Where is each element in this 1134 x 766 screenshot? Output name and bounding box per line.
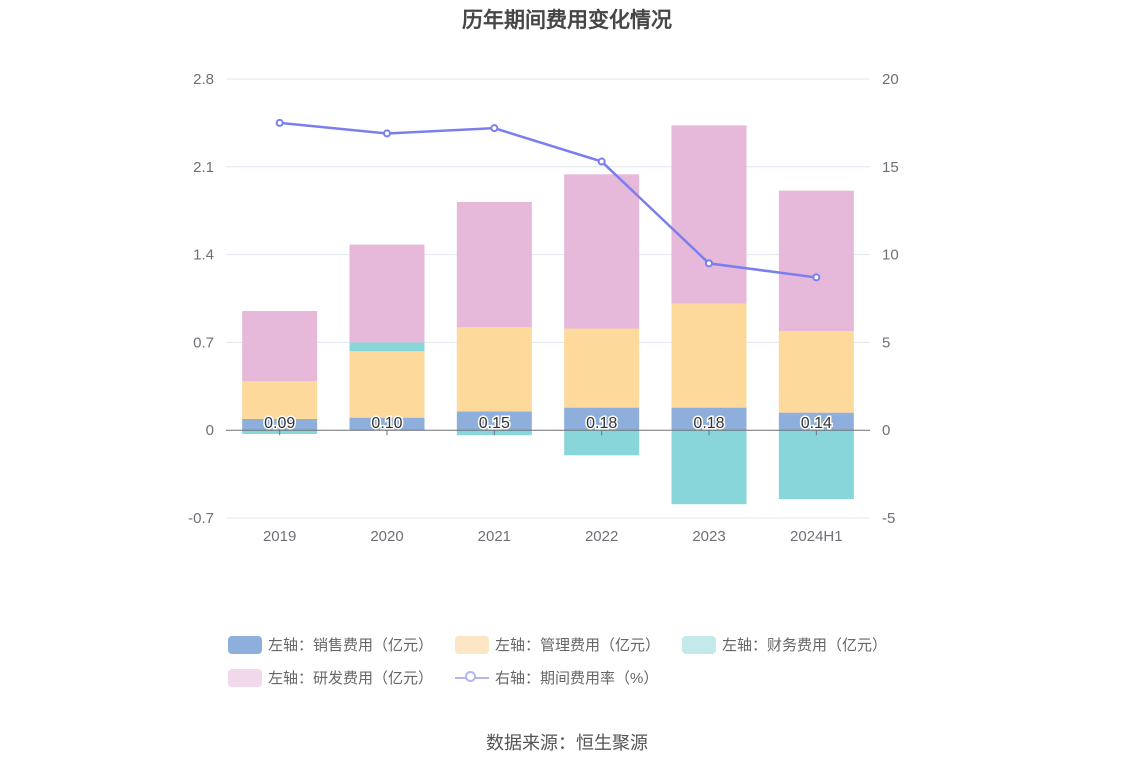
y-left-tick-label: 2.8 <box>193 71 214 88</box>
y-left-tick-label: 0 <box>206 422 214 439</box>
y-right-tick-label: 20 <box>882 71 899 88</box>
bar-segment <box>242 418 318 431</box>
legend-label-rd: 左轴：研发费用（亿元） <box>268 670 434 687</box>
rate-point <box>705 259 713 268</box>
data-label: 0.18 <box>693 415 724 432</box>
legend-item-admin[interactable]: 左轴：管理费用（亿元） <box>455 634 660 655</box>
rate-line <box>279 121 817 279</box>
data-label: 0.14 <box>801 415 832 432</box>
bar-segment <box>671 125 747 304</box>
bar-segment <box>564 407 640 431</box>
legend-row: 左轴：研发费用（亿元） 右轴：期间费用率（%） <box>228 661 928 694</box>
x-tick-label: 2022 <box>585 528 618 545</box>
data-label: 0.10 <box>371 415 402 432</box>
y-left-tick-label: -0.7 <box>188 510 214 527</box>
bar-segment <box>456 327 532 412</box>
x-tick-label: 2020 <box>370 528 403 545</box>
x-tick-label: 2019 <box>263 528 296 545</box>
bar-segment <box>564 174 640 329</box>
y-right-tick-label: -5 <box>882 510 895 527</box>
y-right-tick-label: 5 <box>882 334 890 351</box>
bar-segment <box>671 303 747 408</box>
legend-row: 左轴：销售费用（亿元） 左轴：管理费用（亿元） 左轴：财务费用（亿元） <box>228 628 928 661</box>
bar-segment <box>242 381 318 419</box>
y-right-tick-label: 15 <box>882 159 899 176</box>
bar-segment <box>456 411 532 431</box>
bar-segment <box>778 412 854 431</box>
legend-swatch-sales <box>228 635 262 654</box>
y-left-tick-label: 1.4 <box>193 247 214 264</box>
y-right-tick-label: 0 <box>882 422 890 439</box>
legend-label-admin: 左轴：管理费用（亿元） <box>495 637 661 654</box>
chart-legend: 左轴：销售费用（亿元） 左轴：管理费用（亿元） 左轴：财务费用（亿元） 左轴：研… <box>228 628 928 694</box>
bar-segment <box>671 430 747 505</box>
legend-label-finance: 左轴：财务费用（亿元） <box>722 637 888 654</box>
bar-segment <box>456 201 532 328</box>
rate-point <box>597 157 606 166</box>
legend-swatch-finance <box>682 635 717 654</box>
y-right-tick-label: 10 <box>882 247 899 264</box>
chart-area: 2.8 20 2.1 15 1.4 10 0.7 5 0 0 -0.7 -5 2019 2020 2021 2… <box>188 71 899 545</box>
x-tick-label: 2024H1 <box>790 528 843 545</box>
legend-swatch-rd <box>228 668 262 687</box>
data-label: 0.09 <box>264 415 295 432</box>
bar-segment <box>349 417 425 431</box>
bar-segment <box>778 430 854 500</box>
bar-segment <box>349 342 425 352</box>
data-label: 0.15 <box>479 415 510 432</box>
y-left-tick-label: 2.1 <box>193 159 214 176</box>
data-label: 0.18 <box>586 415 617 432</box>
data-source-note: 数据来源：恒生聚源 <box>486 733 648 753</box>
legend-item-rate[interactable]: 右轴：期间费用率（%） <box>455 667 658 688</box>
legend-item-sales[interactable]: 左轴：销售费用（亿元） <box>228 634 433 655</box>
bar-segment <box>778 331 854 413</box>
bar-segment <box>242 311 318 382</box>
rate-point <box>490 124 499 133</box>
bar-segment <box>349 244 425 343</box>
bar-segment <box>564 328 640 408</box>
rate-point <box>383 129 391 138</box>
rate-point <box>812 273 821 282</box>
x-tick-label: 2021 <box>478 528 511 545</box>
legend-swatch-admin <box>455 635 490 654</box>
y-left-tick-label: 0.7 <box>193 334 214 351</box>
chart-title: 历年期间费用变化情况 <box>462 9 672 32</box>
legend-label-sales: 左轴：销售费用（亿元） <box>268 637 434 654</box>
legend-item-rd[interactable]: 左轴：研发费用（亿元） <box>228 667 433 688</box>
bar-segment <box>671 407 747 431</box>
bar-segment <box>778 190 854 332</box>
bar-segment <box>349 351 425 418</box>
legend-label-rate: 右轴：期间费用率（%） <box>495 670 659 687</box>
rate-point <box>275 118 284 127</box>
legend-line-circle-icon <box>455 669 490 687</box>
x-tick-label: 2023 <box>692 528 725 545</box>
legend-item-finance[interactable]: 左轴：财务费用（亿元） <box>682 634 887 655</box>
